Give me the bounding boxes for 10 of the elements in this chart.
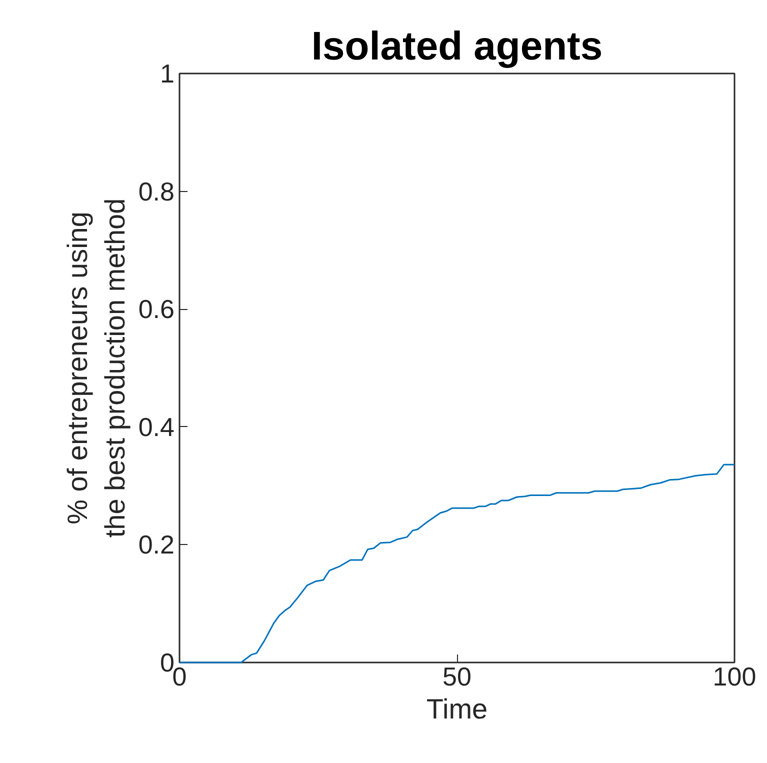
y-tick-label: 0.6 — [138, 294, 175, 324]
y-axis-title: % of entrepreneurs using the best production method — [62, 198, 130, 538]
chart-title: Isolated agents — [311, 24, 603, 68]
y-tick-label: 1 — [160, 58, 175, 88]
y-tick-label: 0.4 — [138, 412, 175, 442]
x-tick-label: 50 — [442, 662, 472, 692]
x-tick-label: 100 — [712, 662, 756, 692]
x-axis-title: Time — [426, 694, 488, 724]
y-tick-label: 0.8 — [138, 176, 175, 206]
y-tick-label: 0.2 — [138, 530, 175, 560]
